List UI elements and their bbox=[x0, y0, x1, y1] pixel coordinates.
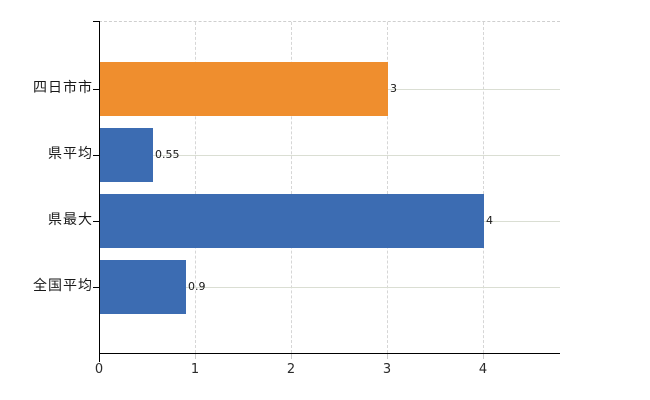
x-axis-tick bbox=[99, 354, 100, 362]
y-axis-tick bbox=[93, 287, 99, 288]
gridline-vertical bbox=[195, 22, 196, 353]
gridline-vertical bbox=[291, 22, 292, 353]
x-axis-tick bbox=[387, 354, 388, 359]
x-tick-label: 3 bbox=[382, 362, 392, 377]
x-axis-tick bbox=[291, 354, 292, 359]
bar-value-label: 4 bbox=[486, 214, 493, 227]
gridline-vertical bbox=[387, 22, 388, 353]
x-tick-label: 2 bbox=[286, 362, 296, 377]
x-tick-label: 0 bbox=[94, 362, 104, 377]
bar-value-label: 0.55 bbox=[155, 148, 180, 161]
category-label: 県最大 bbox=[48, 212, 93, 228]
x-tick-label: 4 bbox=[478, 362, 488, 377]
bar bbox=[100, 128, 153, 182]
gridline-vertical bbox=[483, 22, 484, 353]
bar-value-label: 3 bbox=[390, 82, 397, 95]
category-label: 県平均 bbox=[48, 146, 93, 162]
y-axis-top-tick bbox=[93, 21, 99, 22]
x-axis-tick bbox=[195, 354, 196, 359]
y-axis-tick bbox=[93, 89, 99, 90]
y-axis-line bbox=[99, 21, 100, 354]
category-label: 全国平均 bbox=[33, 278, 93, 294]
y-axis-tick bbox=[93, 221, 99, 222]
x-tick-label: 1 bbox=[190, 362, 200, 377]
bar bbox=[100, 260, 186, 314]
x-axis-line bbox=[99, 353, 560, 354]
plot-top-border bbox=[99, 21, 560, 22]
bar bbox=[100, 62, 388, 116]
bar bbox=[100, 194, 484, 248]
category-label: 四日市市 bbox=[33, 80, 93, 96]
bar-value-label: 0.9 bbox=[188, 280, 206, 293]
x-axis-tick bbox=[483, 354, 484, 359]
y-axis-tick bbox=[93, 155, 99, 156]
gridline-horizontal bbox=[100, 287, 560, 288]
gridline-horizontal bbox=[100, 155, 560, 156]
